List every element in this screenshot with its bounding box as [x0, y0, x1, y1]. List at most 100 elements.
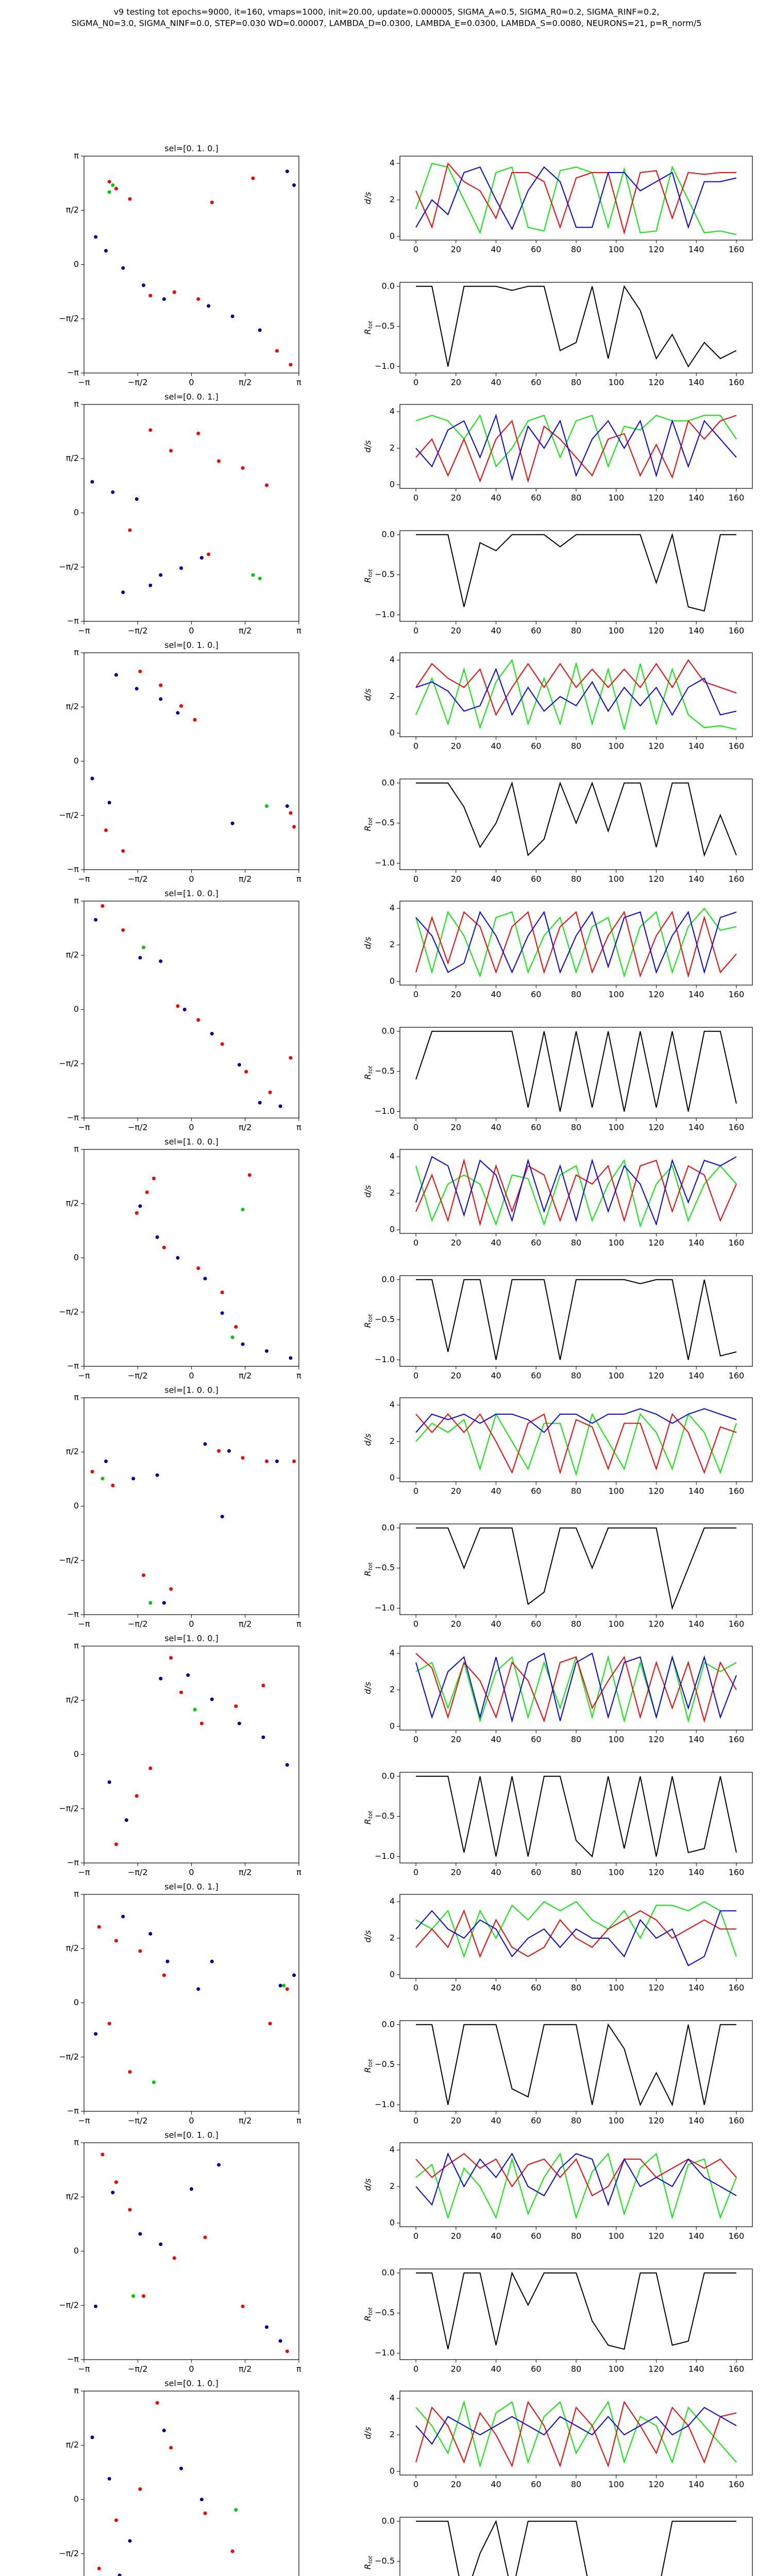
x-tick-label: 20: [451, 1238, 461, 1248]
x-tick-label: 40: [491, 1238, 501, 1248]
x-tick-label: 60: [531, 1486, 541, 1496]
x-tick-label: 80: [571, 1868, 581, 1877]
x-tick-label: 140: [688, 2364, 704, 2374]
y-tick-label: 0: [390, 2466, 395, 2476]
x-tick-label: 100: [608, 2364, 624, 2374]
x-tick-label: π: [296, 1868, 301, 1877]
scatter-point: [190, 2187, 193, 2191]
scatter-point: [203, 1442, 207, 1446]
x-tick-label: 60: [531, 874, 541, 884]
x-tick-label: 120: [648, 1735, 664, 1744]
y-tick-label: π: [74, 399, 79, 409]
y-tick-label: 4: [390, 158, 395, 168]
x-tick-label: −π/2: [128, 378, 148, 387]
data-line: [415, 162, 736, 235]
axes-title: sel=[0. 1. 0.]: [164, 2130, 218, 2140]
x-tick-label: 60: [531, 1123, 541, 1132]
x-tick-label: 20: [451, 874, 461, 884]
y-tick-label: π/2: [66, 950, 79, 960]
x-tick-label: π/2: [239, 2364, 251, 2374]
data-line: [416, 2023, 736, 2107]
x-tick-label: 20: [451, 2364, 461, 2374]
data-line: [415, 1159, 737, 1228]
scatter-point: [138, 2232, 142, 2236]
x-tick-label: −π/2: [128, 874, 148, 884]
scatter-point: [230, 314, 234, 318]
y-tick-label: π: [74, 648, 79, 657]
scatter-point: [210, 200, 214, 205]
x-tick-label: π: [296, 874, 301, 884]
x-tick-label: 60: [531, 378, 541, 387]
x-tick-label: 160: [729, 1371, 745, 1381]
x-tick-label: 140: [688, 874, 704, 884]
scatter-point: [159, 2242, 163, 2246]
y-axis-label-sub: tot: [367, 2555, 374, 2564]
y-tick-label: −1.0: [375, 2348, 395, 2358]
x-tick-label: 0: [413, 2480, 418, 2489]
x-tick-label: 0: [189, 874, 194, 884]
scatter-point: [244, 1070, 248, 1074]
x-tick-label: 120: [648, 1371, 664, 1381]
y-tick-label: 0: [74, 1997, 79, 2007]
y-axis-label: Rtot: [363, 1562, 374, 1576]
x-tick-label: π: [296, 2364, 301, 2374]
y-tick-label: 4: [390, 1896, 395, 1906]
scatter-point: [241, 2304, 245, 2309]
scatter-point: [135, 1211, 139, 1215]
x-tick-label: 80: [571, 245, 581, 255]
x-tick-label: 20: [451, 493, 461, 503]
y-tick-label: −1.0: [375, 2099, 395, 2109]
x-tick-label: 160: [729, 1868, 745, 1877]
y-axis-label: d/s: [363, 2427, 373, 2439]
x-tick-label: 0: [189, 2364, 194, 2374]
scatter-point: [227, 1449, 231, 1453]
scatter-point: [165, 1959, 170, 1963]
scatter-point: [203, 2235, 207, 2240]
x-tick-label: 100: [608, 990, 624, 999]
axes-title: sel=[1. 0. 0.]: [164, 1385, 218, 1395]
scatter-point: [128, 2539, 132, 2543]
x-tick-label: −π/2: [128, 2364, 148, 2374]
x-tick-label: 0: [413, 1868, 418, 1877]
scatter-point: [241, 1208, 245, 1212]
y-axis-label: Rtot: [363, 1810, 374, 1824]
scatter-point: [94, 2304, 98, 2309]
scatter-point: [117, 2573, 122, 2576]
x-tick-label: 60: [531, 1868, 541, 1877]
x-tick-label: 60: [531, 1238, 541, 1248]
scatter-point: [131, 2294, 136, 2298]
scatter-point: [114, 673, 118, 677]
scatter-point: [278, 2339, 282, 2343]
x-tick-label: 20: [451, 741, 461, 751]
x-tick-label: 120: [648, 1619, 664, 1629]
scatter-point: [121, 1914, 125, 1919]
scatter-point: [265, 804, 269, 808]
y-tick-label: 2: [390, 1685, 395, 1694]
x-tick-label: 100: [608, 2480, 624, 2489]
scatter-point: [104, 1459, 108, 1463]
scatter-point: [104, 828, 108, 833]
x-tick-label: 140: [688, 378, 704, 387]
x-tick-label: −π: [78, 1123, 90, 1132]
data-line: [416, 1775, 737, 1858]
x-tick-label: 160: [729, 2364, 745, 2374]
x-tick-label: 40: [491, 2364, 501, 2374]
x-tick-label: 160: [729, 1486, 745, 1496]
scatter-point: [234, 1704, 238, 1708]
scatter-point: [265, 483, 269, 487]
y-tick-label: 0: [390, 231, 395, 241]
x-tick-label: 80: [571, 874, 581, 884]
scatter-point: [285, 170, 289, 174]
scatter-point: [97, 2567, 101, 2571]
scatter-point: [199, 556, 204, 560]
x-tick-label: 20: [451, 626, 461, 636]
x-tick-label: 0: [413, 2231, 418, 2241]
scatter-point: [128, 197, 132, 201]
x-tick-label: 100: [608, 2116, 624, 2126]
x-tick-label: 80: [571, 1238, 581, 1248]
x-tick-label: 20: [451, 1123, 461, 1132]
y-axis-label-sub: tot: [367, 1314, 374, 1322]
x-tick-label: 80: [571, 378, 581, 387]
scatter-point: [114, 187, 118, 191]
x-tick-label: 20: [451, 1486, 461, 1496]
